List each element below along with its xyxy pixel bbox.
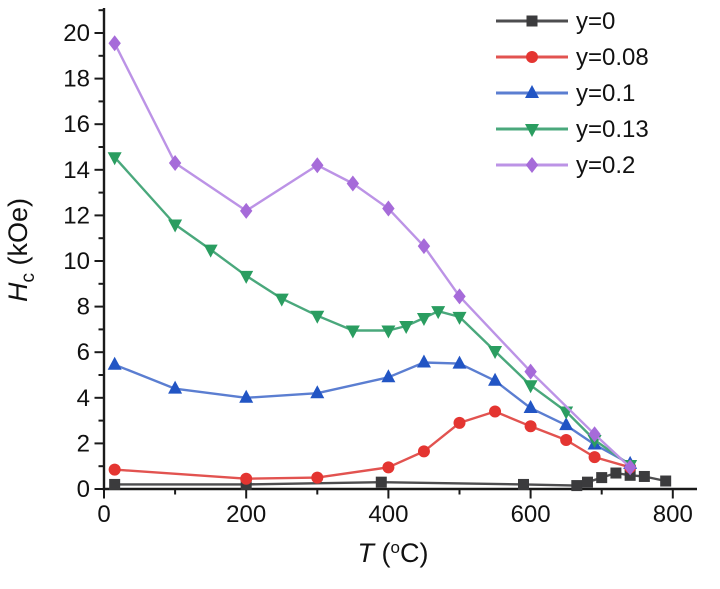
data-point-marker <box>660 475 672 487</box>
data-point-marker <box>416 313 431 326</box>
x-tick-label: 0 <box>97 501 110 528</box>
data-point-marker <box>524 420 537 433</box>
legend-item-y=0.13: y=0.13 <box>496 116 649 143</box>
data-point-marker <box>452 311 467 325</box>
data-point-marker <box>623 459 637 476</box>
y-tick-label: 20 <box>63 20 90 47</box>
data-point-marker <box>310 310 325 324</box>
data-point-marker <box>310 385 325 399</box>
legend-item-y=0.2: y=0.2 <box>496 152 635 179</box>
data-point-marker <box>382 461 395 474</box>
data-point-marker <box>381 369 396 383</box>
data-point-marker <box>525 157 539 173</box>
legend-item-y=0.08: y=0.08 <box>496 44 649 71</box>
data-point-marker <box>203 244 218 258</box>
data-point-marker <box>346 175 360 192</box>
series-line <box>114 410 631 480</box>
data-point-marker <box>453 416 466 429</box>
data-point-marker <box>517 478 529 490</box>
data-point-marker <box>240 202 253 219</box>
y-tick-label: 18 <box>63 66 90 93</box>
data-point-marker <box>109 478 121 490</box>
y-axis-label: Hc (kOe) <box>3 198 39 302</box>
data-point-marker <box>453 288 466 305</box>
data-point-marker <box>108 35 121 52</box>
data-point-marker <box>168 219 183 233</box>
legend: y=0 y=0.08 y=0.1 y=0.13 y=0.2 <box>496 8 649 179</box>
data-point-marker <box>168 380 183 394</box>
data-point-marker <box>240 472 253 485</box>
data-point-marker <box>382 200 395 217</box>
legend-item-y=0.1: y=0.1 <box>496 80 635 107</box>
data-point-marker <box>526 15 538 27</box>
data-point-marker <box>108 463 121 476</box>
data-point-marker <box>431 306 446 320</box>
data-point-marker <box>239 389 254 403</box>
x-tick-label: 800 <box>653 501 693 528</box>
data-point-marker <box>523 400 538 414</box>
data-point-marker <box>417 445 430 458</box>
series-y=0.13 <box>107 152 638 474</box>
data-point-marker <box>488 372 503 386</box>
data-point-marker <box>416 354 431 368</box>
x-tick-label: 400 <box>368 501 408 528</box>
data-point-marker <box>452 355 467 369</box>
series-line <box>114 361 631 465</box>
legend-label: y=0.13 <box>576 116 649 143</box>
data-point-marker <box>274 293 289 307</box>
data-point-marker <box>610 467 622 479</box>
data-point-marker <box>560 433 573 446</box>
data-point-marker <box>523 380 538 394</box>
series-y=0.1 <box>107 354 638 469</box>
legend-label: y=0 <box>576 8 615 35</box>
data-point-marker <box>107 356 122 370</box>
data-point-marker <box>239 270 254 284</box>
data-point-marker <box>399 320 414 334</box>
data-point-marker <box>526 51 538 63</box>
legend-item-y=0: y=0 <box>496 8 615 35</box>
data-point-marker <box>596 472 608 484</box>
y-tick-label: 10 <box>63 248 90 275</box>
y-tick-label: 16 <box>63 111 90 138</box>
data-point-marker <box>489 405 502 418</box>
data-point-marker <box>524 363 537 380</box>
data-point-marker <box>559 417 574 431</box>
data-point-marker <box>638 470 650 482</box>
data-point-marker <box>488 346 503 360</box>
data-point-marker <box>588 426 601 443</box>
data-point-marker <box>525 85 539 98</box>
y-tick-label: 4 <box>77 385 90 412</box>
data-point-marker <box>311 471 324 484</box>
data-point-marker <box>381 325 396 339</box>
legend-label: y=0.2 <box>576 152 635 179</box>
y-tick-label: 14 <box>63 157 90 184</box>
data-point-marker <box>168 154 182 171</box>
y-tick-label: 12 <box>63 202 90 229</box>
data-point-marker <box>588 451 601 464</box>
legend-label: y=0.08 <box>576 44 649 71</box>
y-tick-label: 6 <box>77 339 90 366</box>
legend-label: y=0.1 <box>576 80 635 107</box>
data-point-marker <box>417 238 431 255</box>
y-tick-label: 0 <box>77 476 90 503</box>
x-axis-label: T (oC) <box>358 538 429 568</box>
data-point-marker <box>311 157 324 174</box>
data-point-marker <box>571 480 583 492</box>
data-point-marker <box>375 476 387 488</box>
data-point-marker <box>107 152 122 166</box>
series-y=0.08 <box>108 405 637 485</box>
data-point-marker <box>345 325 360 339</box>
y-tick-label: 8 <box>77 294 90 321</box>
x-tick-label: 200 <box>226 501 266 528</box>
x-tick-label: 600 <box>511 501 551 528</box>
series-y=0.2 <box>108 35 637 476</box>
series-line <box>113 42 631 469</box>
data-point-marker <box>581 476 593 488</box>
y-tick-label: 2 <box>77 430 90 457</box>
data-point-marker <box>525 124 539 137</box>
